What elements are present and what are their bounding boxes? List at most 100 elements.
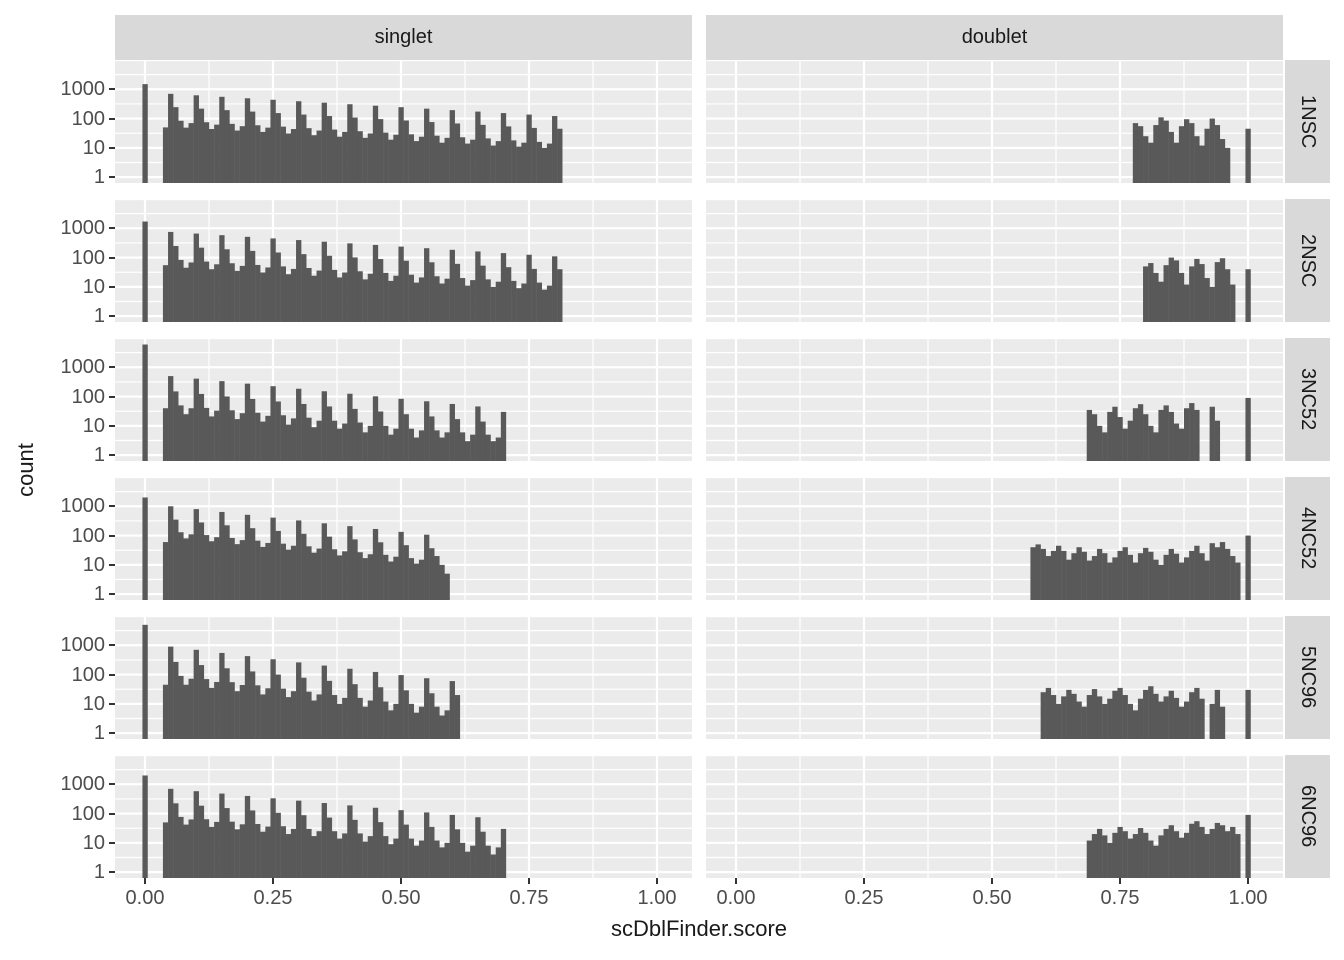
histogram-bar — [1102, 835, 1108, 878]
histogram-bar — [1189, 403, 1195, 461]
histogram-bar — [326, 116, 333, 183]
histogram-bar — [1178, 837, 1185, 878]
histogram-bar — [255, 125, 261, 183]
histogram-bar — [347, 393, 353, 461]
y-tick-mark — [109, 424, 115, 427]
histogram-bar — [434, 276, 440, 322]
histogram-bar — [219, 511, 225, 600]
histogram-bar — [224, 668, 230, 739]
histogram-bar — [331, 831, 338, 878]
y-tick-mark — [109, 673, 115, 676]
histogram-bar — [1230, 556, 1236, 600]
histogram-bar — [1086, 409, 1093, 461]
histogram-bar — [193, 509, 199, 600]
histogram-bar — [209, 687, 215, 739]
histogram-bar — [1163, 120, 1169, 183]
histogram-bar — [449, 403, 455, 461]
histogram-bar — [1035, 544, 1041, 600]
x-tick-label: 0.00 — [716, 887, 756, 909]
histogram-bar — [342, 697, 348, 739]
histogram-bar — [203, 535, 210, 600]
histogram-bar — [1132, 710, 1139, 739]
histogram-bar — [1096, 696, 1103, 739]
histogram-bar — [485, 434, 491, 461]
histogram-bar — [265, 415, 271, 461]
histogram-bar — [495, 437, 502, 461]
histogram-bar — [265, 267, 271, 322]
histogram-bar — [183, 538, 189, 600]
y-tick-label: 1000 — [60, 78, 106, 101]
y-tick-mark — [109, 812, 115, 815]
histogram-bar — [1204, 560, 1210, 600]
histogram-bar — [475, 817, 481, 878]
histogram-bar — [459, 137, 466, 183]
histogram-bar — [1189, 692, 1195, 739]
histogram-bar — [352, 819, 358, 878]
histogram-bar — [454, 695, 461, 739]
histogram-bar — [454, 263, 461, 322]
histogram-bar — [1214, 420, 1221, 461]
histogram-bar — [1132, 834, 1139, 878]
histogram-bar — [265, 542, 271, 600]
histogram-bar — [203, 679, 210, 739]
histogram-bar — [1148, 263, 1154, 322]
histogram-bar — [526, 254, 532, 322]
histogram-bar — [449, 249, 455, 322]
facet-strip-row-2-label: 2NSC — [1297, 233, 1319, 288]
histogram-bar — [418, 277, 425, 322]
histogram-bar — [398, 398, 404, 461]
histogram-bar — [377, 259, 384, 322]
histogram-bar — [408, 134, 414, 183]
histogram-bar — [178, 532, 184, 600]
histogram-bar — [239, 265, 246, 322]
histogram-bar — [1148, 686, 1154, 739]
histogram-bar — [418, 706, 425, 739]
histogram-bar — [439, 715, 445, 739]
histogram-bar — [1173, 260, 1180, 322]
histogram-bar — [285, 549, 292, 600]
histogram-bar — [296, 520, 302, 600]
histogram-bar — [219, 793, 225, 878]
histogram-bar — [290, 828, 297, 878]
x-tick-mark — [528, 878, 530, 884]
histogram-bar — [162, 822, 169, 878]
histogram-bar — [459, 432, 466, 461]
y-tick-label: 100 — [71, 107, 105, 130]
histogram-bar — [357, 552, 363, 600]
histogram-bar — [285, 133, 292, 183]
histogram-bar — [193, 649, 199, 739]
histogram-bar — [1112, 832, 1118, 878]
histogram-bar — [429, 262, 435, 322]
histogram-bar — [424, 401, 430, 461]
histogram-bar — [1209, 543, 1215, 600]
histogram-bar — [418, 430, 425, 461]
histogram-bar — [1153, 272, 1159, 322]
histogram-bar — [444, 432, 450, 461]
histogram-bar — [383, 836, 389, 878]
histogram-bar — [1194, 821, 1200, 878]
histogram-bar — [162, 127, 169, 183]
histogram-bar — [306, 546, 312, 600]
histogram-bar — [193, 378, 199, 461]
histogram-bar — [1096, 548, 1103, 600]
histogram-bar — [352, 257, 358, 322]
histogram-bar — [490, 145, 496, 183]
histogram-bar — [193, 233, 199, 322]
histogram-bar — [495, 847, 502, 878]
histogram-bar — [214, 124, 220, 183]
histogram-bar — [403, 690, 409, 739]
histogram-bar — [1158, 564, 1164, 600]
histogram-bar — [1127, 554, 1133, 600]
histogram-bar — [275, 674, 281, 739]
histogram-bar — [1168, 411, 1174, 461]
histogram-bar — [1153, 432, 1159, 461]
histogram-bar — [1153, 845, 1159, 878]
facet-strip-row-6-label: 6NC96 — [1297, 785, 1319, 848]
x-tick-label: 0.50 — [972, 887, 1012, 909]
y-tick-mark — [109, 315, 115, 318]
histogram-bar — [505, 267, 512, 322]
histogram-bar — [224, 525, 230, 600]
facet-strip-row-6: 6NC96 — [1285, 755, 1330, 878]
histogram-bar — [229, 537, 235, 600]
histogram-bar — [188, 262, 194, 322]
